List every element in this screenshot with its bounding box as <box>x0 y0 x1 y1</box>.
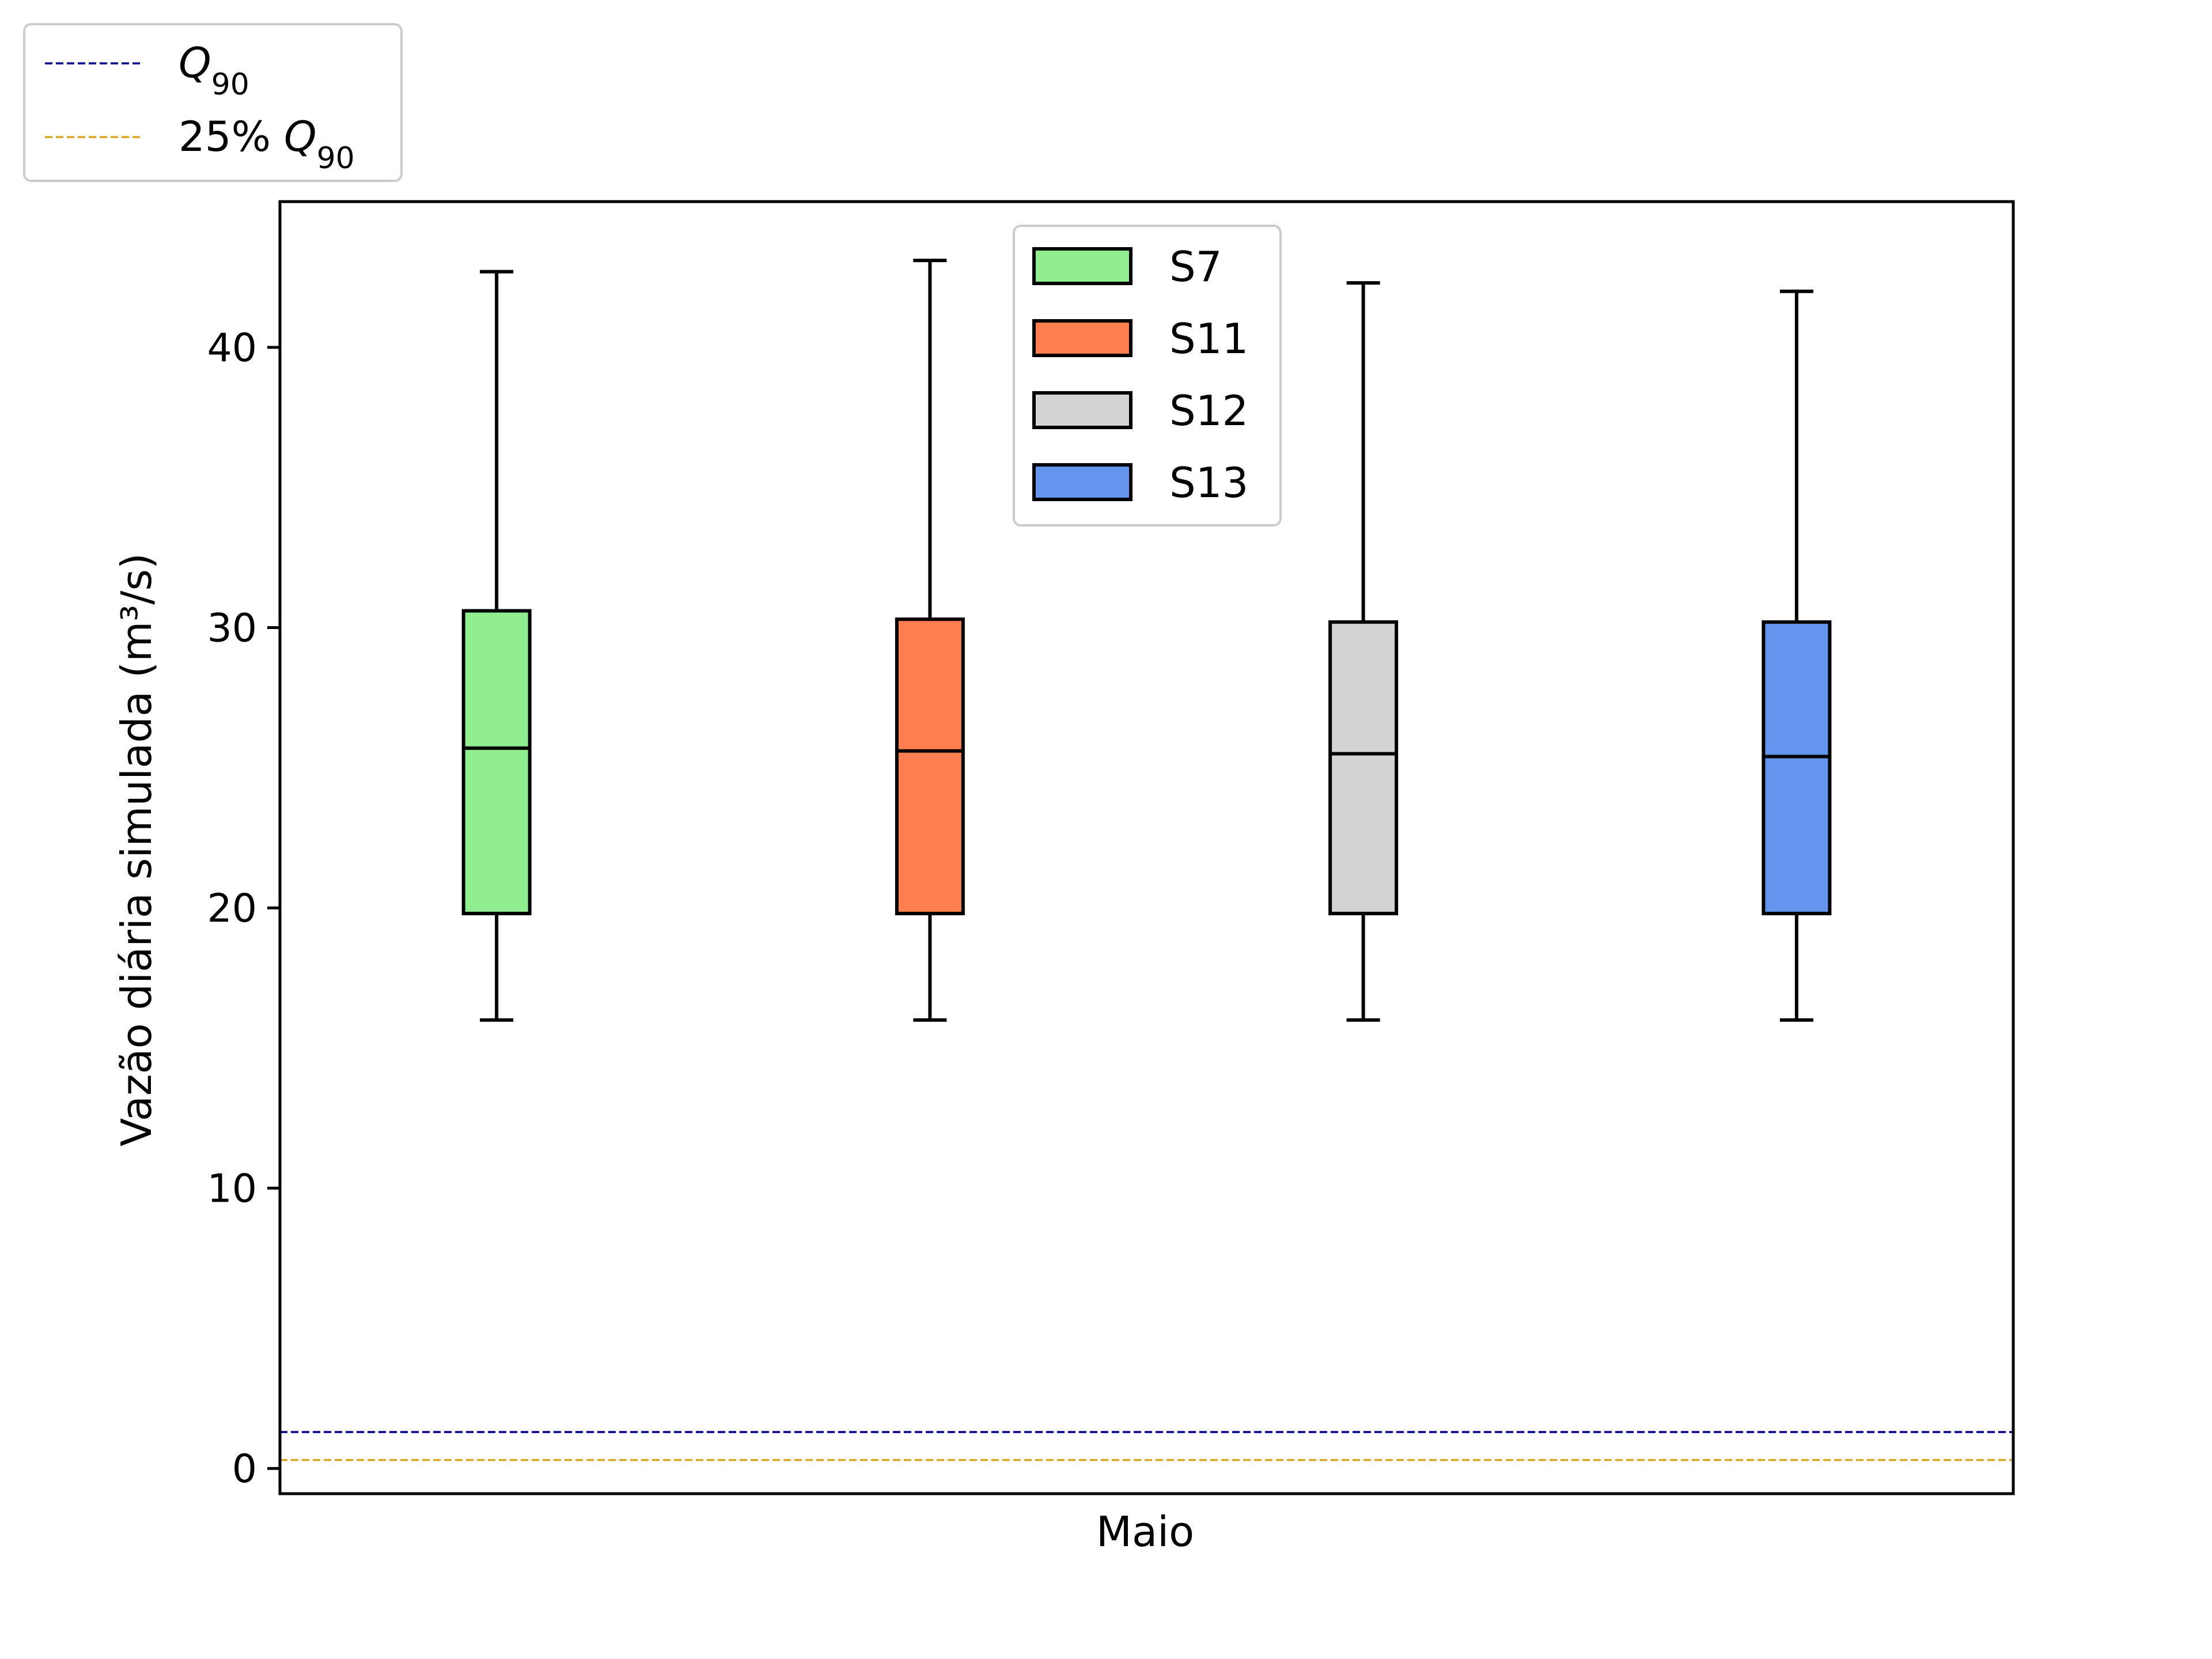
y-tick-label-20: 20 <box>207 886 257 931</box>
iqr-box-s13 <box>1762 620 1832 915</box>
box-s7 <box>461 270 532 1022</box>
x-axis-label: Maio <box>1096 1508 1194 1556</box>
legend-swatch-s11 <box>1032 319 1132 357</box>
legend-boxes-frame <box>1013 225 1282 527</box>
legend-line-label-q90: Q90 <box>179 39 249 102</box>
legend-swatch-s12 <box>1032 391 1132 429</box>
legend-lines-frame <box>23 23 403 182</box>
y-tick-label-40: 40 <box>207 325 257 371</box>
iqr-box-s11 <box>895 617 965 915</box>
legend-label-s7: S7 <box>1169 243 1222 291</box>
legends: S7 S11 S12 S13 Q90 25% Q90 <box>23 23 1282 527</box>
legend-swatch-s13 <box>1032 463 1132 501</box>
legend-label-s11: S11 <box>1169 315 1248 363</box>
legend-label-s13: S13 <box>1169 459 1248 507</box>
axes-frame <box>278 200 2015 1495</box>
box-s13 <box>1762 289 1832 1022</box>
y-axis-label: Vazão diária simulada (m³/s) <box>112 553 161 1146</box>
plot-area: 0 10 20 30 40 <box>207 200 2015 1495</box>
box-s12 <box>1328 281 1399 1022</box>
legend-line-label-q90-25pct: 25% Q90 <box>179 112 355 176</box>
y-tick-label-30: 30 <box>207 606 257 652</box>
iqr-box-s7 <box>461 609 532 915</box>
legend-label-s12: S12 <box>1169 387 1248 435</box>
iqr-box-s12 <box>1328 620 1399 915</box>
legend-swatch-s7 <box>1032 247 1132 285</box>
y-tick-label-0: 0 <box>232 1446 257 1492</box>
box-s11 <box>895 259 965 1022</box>
y-tick-label-10: 10 <box>207 1166 257 1212</box>
